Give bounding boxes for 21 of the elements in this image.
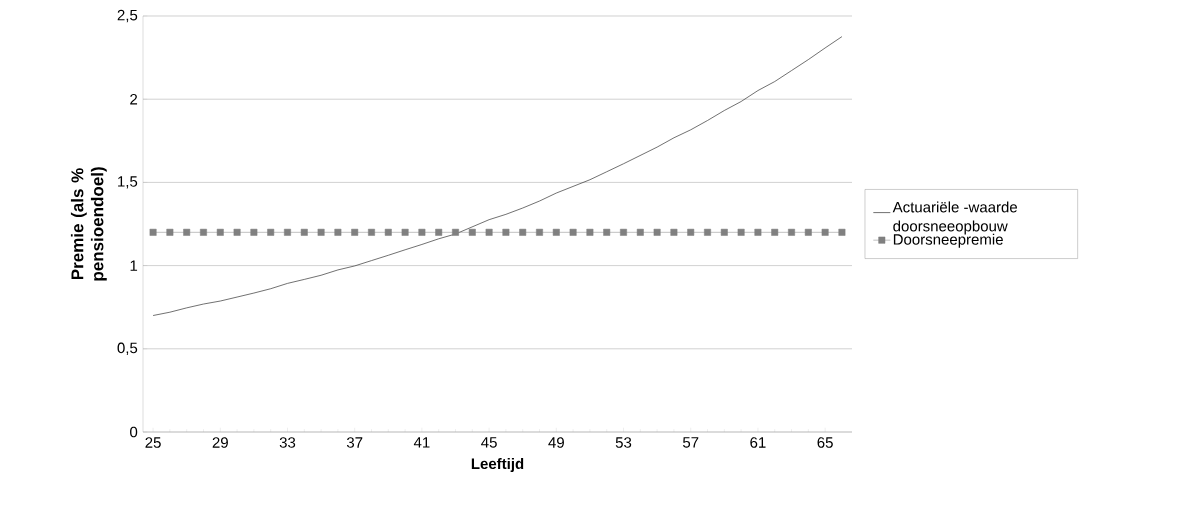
x-tick-label: 45 [481, 437, 497, 448]
x-tick-label: 37 [346, 437, 363, 448]
x-tick-label: 25 [145, 437, 161, 448]
y-axis-title: Premie (als % pensioendoel) [70, 167, 107, 281]
y-tick-label: 1 [130, 260, 138, 271]
x-tick-label: 41 [413, 437, 430, 448]
y-tick-label: 0 [130, 426, 138, 438]
legend-label: Actuariële -waarde doorsneeopbouw [892, 201, 1018, 235]
x-tick-label: 49 [548, 437, 564, 448]
y-tick-label: 2 [130, 93, 138, 105]
legend-label: Doorsneepremie [893, 233, 1003, 248]
x-tick-label: 65 [817, 437, 833, 448]
x-tick-label: 57 [682, 437, 699, 448]
y-tick-label: 2,5 [117, 9, 138, 23]
x-tick-label: 61 [750, 437, 766, 448]
x-tick-label: 29 [212, 437, 228, 448]
x-tick-label: 53 [615, 437, 632, 448]
y-tick-label: 1,5 [118, 176, 138, 189]
x-tick-label: 33 [279, 437, 296, 448]
x-axis-title: Leeftijd [471, 458, 524, 472]
y-tick-label: 0,5 [117, 342, 138, 355]
